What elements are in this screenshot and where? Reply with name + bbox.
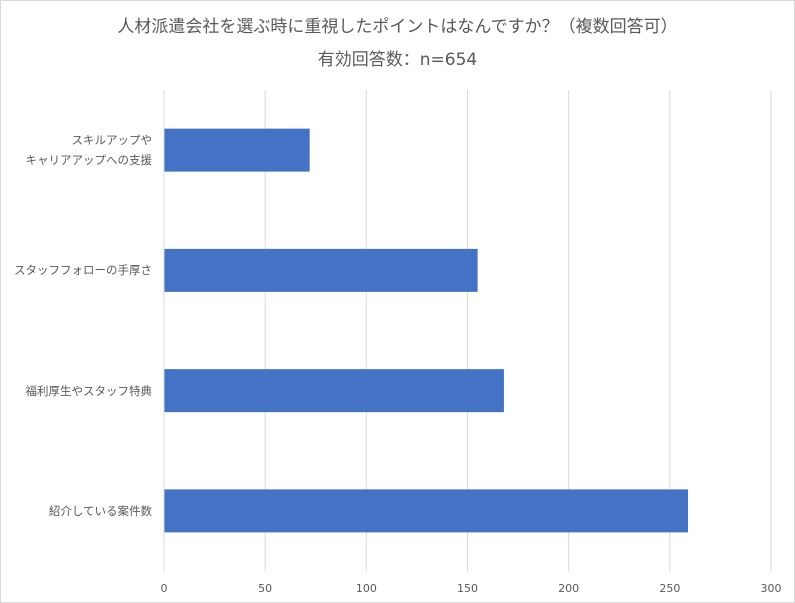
category-label-line: 紹介している案件数 — [48, 503, 152, 518]
chart-title: 人材派遣会社を選ぶ時に重視したポイントはなんですか？（複数回答可） — [117, 17, 678, 37]
category-label-line: 福利厚生やスタッフ特典 — [25, 383, 153, 398]
category-label-line: キャリアアップへの支援 — [25, 153, 153, 168]
bar — [164, 369, 504, 413]
category-label-line: スキルアップや — [71, 133, 153, 148]
x-tick-label: 50 — [258, 582, 272, 595]
x-tick-label: 0 — [161, 582, 168, 595]
chart-subtitle: 有効回答数：n=654 — [317, 50, 478, 70]
x-tick-label: 100 — [356, 582, 377, 595]
x-tick-label: 150 — [457, 582, 478, 595]
bar — [164, 248, 478, 292]
category-label: スキルアップやキャリアアップへの支援 — [26, 130, 153, 170]
x-tick-label: 200 — [558, 582, 579, 595]
bar — [164, 489, 689, 533]
bar — [164, 128, 310, 172]
x-tick-label: 250 — [659, 582, 680, 595]
category-label: スタッフフォローの手厚さ — [14, 260, 152, 280]
category-label-line: スタッフフォローの手厚さ — [14, 263, 152, 278]
category-label: 福利厚生やスタッフ特典 — [26, 381, 153, 401]
category-label: 紹介している案件数 — [49, 501, 152, 521]
x-tick-label: 300 — [761, 582, 782, 595]
